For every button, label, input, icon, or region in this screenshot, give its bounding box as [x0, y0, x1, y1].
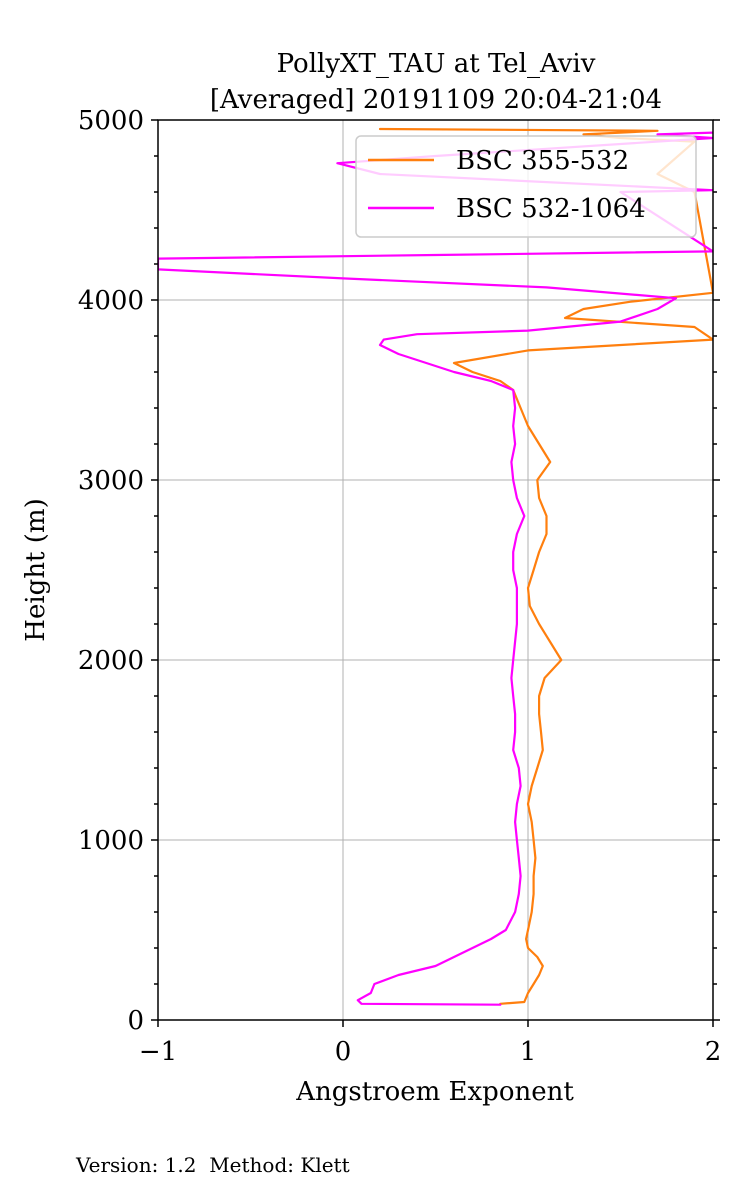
- series-line-bsc-355-532: [378, 127, 713, 1005]
- y-tick-label: 4000: [78, 286, 144, 316]
- legend-label-bsc-532-1064: BSC 532-1064: [456, 194, 646, 224]
- y-tick-label: 2000: [78, 646, 144, 676]
- x-tick-label: 0: [335, 1037, 352, 1067]
- x-tick-label: 2: [705, 1037, 722, 1067]
- plot-frame: [157, 119, 714, 1021]
- x-tick-label: 1: [520, 1037, 537, 1067]
- y-tick-label: 3000: [78, 466, 144, 496]
- y-axis-label: Height (m): [21, 498, 51, 641]
- legend: BSC 355-532 BSC 532-1064: [355, 135, 697, 238]
- series-line-bsc-532-1064: [158, 131, 713, 1006]
- chart-title-line-2: [Averaged] 20191109 20:04-21:04: [210, 85, 662, 115]
- y-tick-label: 5000: [78, 106, 144, 136]
- y-tick-label: 0: [127, 1006, 144, 1036]
- series-group: [158, 127, 713, 1006]
- legend-box: [355, 135, 697, 238]
- version-method-footer: Version: 1.2 Method: Klett: [76, 1153, 350, 1177]
- legend-label-bsc-355-532: BSC 355-532: [456, 146, 629, 176]
- x-axis-label: Angstroem Exponent: [295, 1077, 574, 1107]
- chart-title-line-1: PollyXT_TAU at Tel_Aviv: [277, 49, 596, 79]
- y-tick-label: 1000: [78, 826, 144, 856]
- x-tick-label: −1: [139, 1037, 177, 1067]
